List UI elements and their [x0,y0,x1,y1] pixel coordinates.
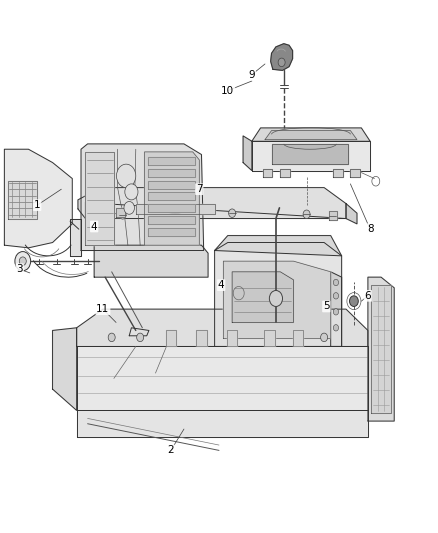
Polygon shape [148,216,195,224]
Text: 1: 1 [34,200,41,210]
Polygon shape [333,169,343,177]
Polygon shape [272,144,348,164]
Text: 4: 4 [91,222,98,231]
Polygon shape [77,410,368,437]
Polygon shape [263,169,272,177]
Text: 8: 8 [367,224,374,234]
Circle shape [167,333,174,342]
Polygon shape [145,152,199,245]
Polygon shape [271,44,293,70]
Polygon shape [148,157,195,165]
Polygon shape [148,181,195,189]
Polygon shape [280,169,290,177]
Text: 10: 10 [221,86,234,95]
Circle shape [303,210,310,219]
Polygon shape [223,261,331,338]
Circle shape [333,309,339,315]
Circle shape [350,296,358,306]
Circle shape [294,333,301,342]
Circle shape [15,252,31,271]
Circle shape [266,333,273,342]
Circle shape [229,333,236,342]
Polygon shape [264,330,275,346]
Polygon shape [53,328,77,410]
Circle shape [278,58,285,67]
Polygon shape [346,204,357,224]
Circle shape [19,257,26,265]
Polygon shape [116,208,125,217]
Polygon shape [94,245,208,277]
Text: 4: 4 [218,280,225,290]
Circle shape [108,333,115,342]
Polygon shape [215,236,342,256]
Text: 3: 3 [16,264,23,274]
Polygon shape [227,330,237,346]
Text: 7: 7 [196,184,203,194]
Polygon shape [331,272,342,346]
Text: 9: 9 [248,70,255,79]
Polygon shape [148,228,195,236]
Polygon shape [129,328,149,336]
Polygon shape [148,169,195,177]
Polygon shape [371,285,391,413]
Polygon shape [77,346,368,410]
Circle shape [333,325,339,331]
Polygon shape [265,131,357,140]
Polygon shape [350,169,360,177]
Polygon shape [77,309,368,346]
Polygon shape [81,144,204,251]
Polygon shape [293,330,303,346]
Circle shape [229,209,236,217]
Polygon shape [85,188,346,219]
Circle shape [329,212,336,220]
Circle shape [124,201,134,214]
Circle shape [333,279,339,286]
Polygon shape [4,149,72,248]
Polygon shape [328,211,337,220]
Circle shape [125,184,138,200]
Text: 11: 11 [96,304,110,314]
Polygon shape [166,330,176,346]
Polygon shape [78,188,101,219]
Text: 2: 2 [167,446,174,455]
Circle shape [117,164,136,188]
Polygon shape [70,219,81,256]
Polygon shape [8,181,37,219]
Polygon shape [136,204,215,214]
Polygon shape [148,192,195,200]
Polygon shape [148,204,195,212]
Text: 5: 5 [323,302,330,311]
Polygon shape [243,136,252,171]
Circle shape [333,293,339,299]
Circle shape [198,333,205,342]
Text: 6: 6 [364,291,371,301]
Polygon shape [215,243,342,346]
Polygon shape [196,330,207,346]
Circle shape [119,211,126,219]
Polygon shape [252,128,370,141]
Polygon shape [368,277,394,421]
Polygon shape [232,272,293,322]
Circle shape [321,333,328,342]
Circle shape [137,333,144,342]
Polygon shape [252,141,370,171]
Circle shape [269,290,283,306]
Polygon shape [85,152,114,245]
